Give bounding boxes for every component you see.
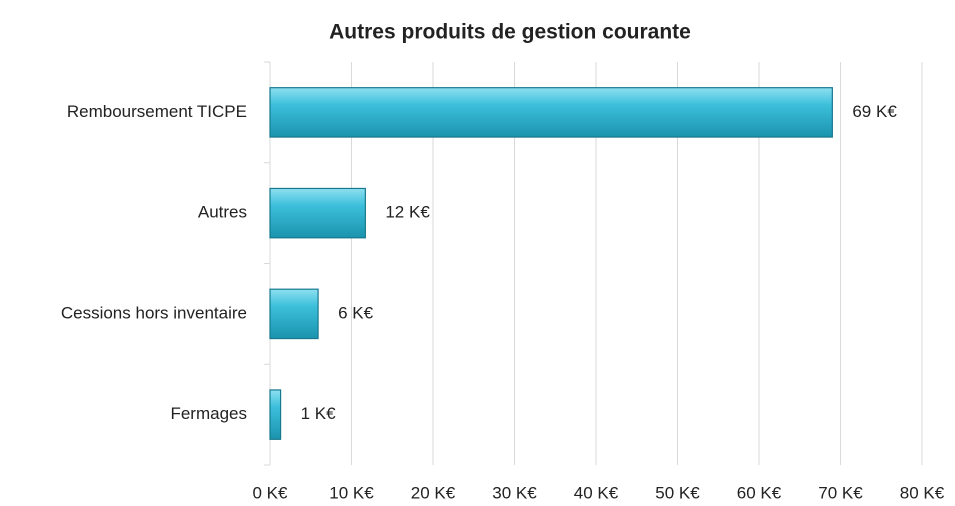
bar xyxy=(269,187,366,239)
x-tick-label: 60 K€ xyxy=(737,483,782,502)
x-tick-label: 0 K€ xyxy=(253,483,289,502)
x-tick-label: 50 K€ xyxy=(655,483,700,502)
x-tick-label: 10 K€ xyxy=(329,483,374,502)
x-tick-label: 20 K€ xyxy=(411,483,456,502)
x-tick-label: 40 K€ xyxy=(574,483,619,502)
x-tick-label: 30 K€ xyxy=(492,483,537,502)
y-tick-label: Remboursement TICPE xyxy=(67,102,247,121)
data-label: 6 K€ xyxy=(338,303,374,322)
bar xyxy=(269,389,282,440)
data-label: 12 K€ xyxy=(385,203,430,222)
x-tick-label: 70 K€ xyxy=(818,483,863,502)
data-label: 1 K€ xyxy=(301,404,337,423)
data-label: 69 K€ xyxy=(852,102,897,121)
y-tick-label: Fermages xyxy=(170,404,247,423)
bar xyxy=(269,87,833,138)
y-tick-label: Cessions hors inventaire xyxy=(61,303,247,322)
chart-title: Autres produits de gestion courante xyxy=(329,21,691,44)
bar xyxy=(269,288,319,340)
x-tick-label: 80 K€ xyxy=(900,483,945,502)
y-tick-label: Autres xyxy=(198,203,247,222)
